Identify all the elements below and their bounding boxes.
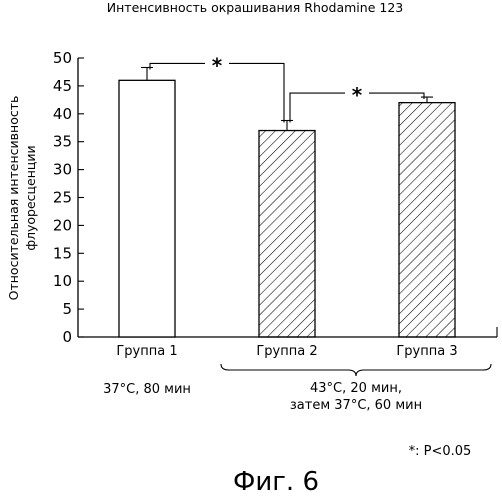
- bracket-left-2: [290, 93, 345, 122]
- y-tick-label: 35: [53, 133, 72, 151]
- condition-label: затем 37°C, 60 мин: [290, 398, 422, 413]
- y-tick-label: 10: [53, 272, 72, 290]
- chart-title: Интенсивность окрашивания Rhodamine 123: [107, 0, 403, 15]
- y-tick-label: 45: [53, 77, 72, 95]
- y-axis-label-line-2: флуоресценции: [23, 145, 38, 250]
- bracket-left-1: [150, 63, 205, 69]
- x-tick-label: Группа 1: [116, 344, 177, 359]
- figure-caption: Фиг. 6: [233, 467, 319, 497]
- significance-star: *: [212, 53, 223, 77]
- condition-labels: 37°C, 80 мин 43°C, 20 мин, затем 37°C, 60 …: [103, 364, 491, 413]
- bar-3: [399, 103, 455, 337]
- category-labels: Группа 1 Группа 2 Группа 3: [116, 344, 457, 359]
- bars: [119, 67, 455, 337]
- y-tick-label: 40: [53, 105, 72, 123]
- y-tick-label: 15: [53, 244, 72, 262]
- y-tick-label: 20: [53, 216, 72, 234]
- y-tick-label: 0: [62, 328, 72, 346]
- bar-1: [119, 80, 175, 337]
- y-tick-label: 30: [53, 161, 72, 179]
- y-tick-label: 5: [62, 300, 72, 318]
- y-tick-label: 25: [53, 189, 72, 207]
- bar-2: [259, 131, 315, 337]
- y-tick-label: 50: [53, 49, 72, 67]
- significance-footnote: *: P<0.05: [409, 444, 472, 459]
- condition-label: 37°C, 80 мин: [103, 382, 191, 397]
- x-tick-label: Группа 2: [256, 344, 317, 359]
- x-tick-label: Группа 3: [396, 344, 457, 359]
- bracket-right-2: [369, 93, 424, 99]
- group-brace: [221, 364, 491, 376]
- y-axis-label-line-1: Относительная интенсивность: [6, 96, 21, 301]
- condition-label: 43°C, 20 мин,: [310, 381, 402, 396]
- bracket-right-1: [229, 63, 284, 122]
- y-axis-label: Относительная интенсивность флуоресценци…: [6, 96, 38, 301]
- significance-brackets: **: [150, 53, 424, 122]
- significance-star: *: [352, 83, 363, 107]
